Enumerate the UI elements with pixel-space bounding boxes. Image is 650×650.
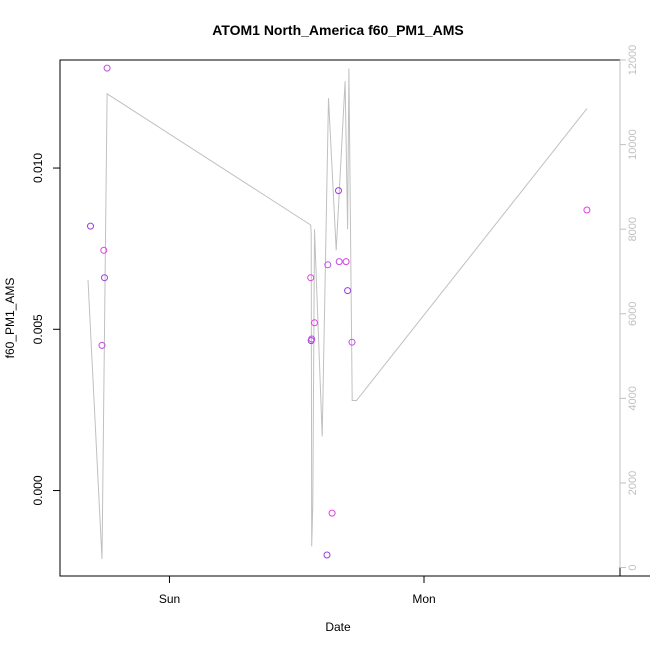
data-point <box>101 274 108 282</box>
data-point <box>100 246 108 254</box>
y2-tick-label: 10000 <box>627 129 639 160</box>
x-axis-label: Date <box>325 620 351 634</box>
data-point <box>324 261 332 269</box>
y2-tick-label: 0 <box>627 564 639 570</box>
data-point <box>342 258 350 266</box>
data-point <box>323 551 331 559</box>
x-tick-label: Sun <box>159 592 180 606</box>
data-point <box>98 341 106 349</box>
y2-tick-label: 6000 <box>627 302 639 326</box>
y2-tick-label: 2000 <box>627 471 639 495</box>
data-point <box>328 509 336 517</box>
chart-title: ATOM1 North_America f60_PM1_AMS <box>212 22 464 38</box>
y2-tick-label: 4000 <box>627 386 639 410</box>
series-line-layer <box>87 68 588 560</box>
data-point <box>311 319 318 327</box>
y2-tick-label: 8000 <box>627 217 639 241</box>
data-point <box>87 222 94 230</box>
data-point <box>583 206 591 214</box>
y-axis-label: f60_PM1_AMS <box>3 278 17 359</box>
data-point <box>335 258 343 266</box>
y-tick-label: 0.010 <box>31 153 45 183</box>
data-point <box>308 335 316 343</box>
x-tick-label: Mon <box>412 592 435 606</box>
data-point <box>348 338 356 346</box>
data-point <box>307 274 315 282</box>
plot-frame <box>59 59 621 577</box>
y-tick-label: 0.000 <box>31 475 45 505</box>
data-point <box>103 64 111 72</box>
y2-tick-label: 12000 <box>627 45 639 76</box>
y-tick-label: 0.005 <box>31 314 45 344</box>
data-point <box>344 287 352 295</box>
axes-layer: 0.000 0.005 0.010 0 2000 4000 6000 8000 10000 120… <box>31 45 650 606</box>
data-point <box>335 187 342 195</box>
series-line-0 <box>87 68 588 560</box>
data-points-layer <box>87 64 591 559</box>
